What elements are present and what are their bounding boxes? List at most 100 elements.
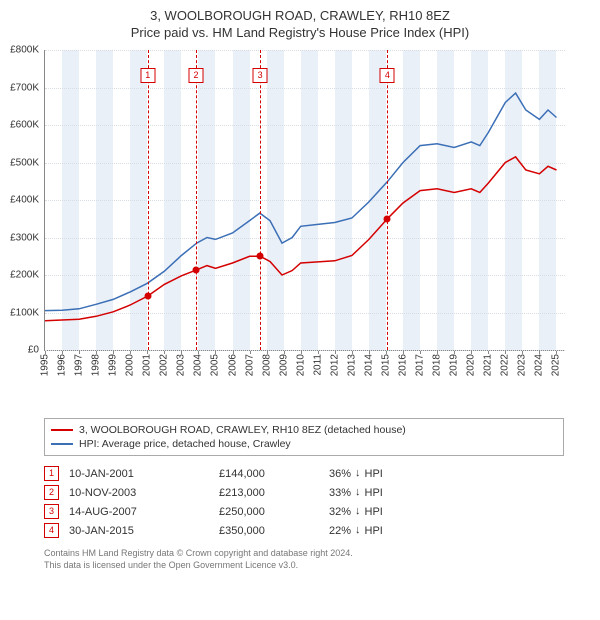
marker-badge: 2 (189, 68, 204, 83)
transactions-table: 1 10-JAN-2001 £144,000 36% ↓ HPI 2 10-NOV-2003 £… (44, 464, 564, 540)
x-axis-label: 2025 (551, 354, 562, 376)
x-axis-label: 2003 (176, 354, 187, 376)
x-axis-label: 2006 (227, 354, 238, 376)
y-axis-label: £700K (0, 82, 39, 93)
marker-line (196, 50, 197, 350)
y-axis-label: £300K (0, 232, 39, 243)
marker-badge: 1 (140, 68, 155, 83)
transaction-price: £144,000 (219, 468, 319, 480)
y-axis-label: £800K (0, 45, 39, 56)
marker-line (148, 50, 149, 350)
legend: 3, WOOLBOROUGH ROAD, CRAWLEY, RH10 8EZ (… (44, 418, 564, 456)
arrow-down-icon: ↓ (355, 525, 361, 536)
price-point (144, 293, 151, 300)
transaction-price: £250,000 (219, 506, 319, 518)
hpi-line (45, 93, 557, 311)
price-point (193, 267, 200, 274)
diff-percent: 22% (329, 525, 351, 537)
legend-item: HPI: Average price, detached house, Craw… (51, 437, 557, 451)
page-title: 3, WOOLBOROUGH ROAD, CRAWLEY, RH10 8EZ (8, 8, 592, 23)
x-axis-label: 2017 (415, 354, 426, 376)
transaction-row: 1 10-JAN-2001 £144,000 36% ↓ HPI (44, 464, 564, 483)
diff-vs: HPI (365, 487, 383, 499)
transaction-marker: 3 (44, 504, 59, 519)
transaction-diff: 33% ↓ HPI (329, 487, 383, 499)
legend-item: 3, WOOLBOROUGH ROAD, CRAWLEY, RH10 8EZ (… (51, 423, 557, 437)
x-axis-label: 1998 (91, 354, 102, 376)
transaction-date: 10-NOV-2003 (69, 487, 209, 499)
x-axis-label: 2009 (278, 354, 289, 376)
x-axis-label: 2000 (125, 354, 136, 376)
price-point (257, 253, 264, 260)
arrow-down-icon: ↓ (355, 468, 361, 479)
x-axis-label: 2022 (500, 354, 511, 376)
x-axis-label: 2014 (363, 354, 374, 376)
footer-line-2: This data is licensed under the Open Gov… (44, 560, 564, 572)
marker-line (387, 50, 388, 350)
x-axis-label: 2001 (142, 354, 153, 376)
x-axis-label: 2018 (432, 354, 443, 376)
y-axis-label: £500K (0, 157, 39, 168)
x-axis-label: 1997 (74, 354, 85, 376)
x-axis-label: 2021 (483, 354, 494, 376)
diff-percent: 32% (329, 506, 351, 518)
x-axis-label: 2011 (312, 354, 323, 376)
chart: £0£100K£200K£300K£400K£500K£600K£700K£80… (44, 50, 594, 380)
y-axis-label: £400K (0, 195, 39, 206)
diff-vs: HPI (365, 525, 383, 537)
x-axis-label: 2015 (380, 354, 391, 376)
transaction-row: 3 14-AUG-2007 £250,000 32% ↓ HPI (44, 502, 564, 521)
diff-percent: 33% (329, 487, 351, 499)
price-point (384, 215, 391, 222)
x-axis-label: 1999 (108, 354, 119, 376)
x-axis-label: 2020 (466, 354, 477, 376)
plot-area: £0£100K£200K£300K£400K£500K£600K£700K£80… (44, 50, 565, 351)
x-axis-label: 2023 (517, 354, 528, 376)
arrow-down-icon: ↓ (355, 487, 361, 498)
footer-line-1: Contains HM Land Registry data © Crown c… (44, 548, 564, 560)
x-axis-label: 2012 (329, 354, 340, 376)
transaction-marker: 4 (44, 523, 59, 538)
y-axis-label: £200K (0, 270, 39, 281)
x-axis-label: 2004 (193, 354, 204, 376)
diff-vs: HPI (365, 468, 383, 480)
chart-lines (45, 50, 565, 350)
y-axis-label: £600K (0, 120, 39, 131)
arrow-down-icon: ↓ (355, 506, 361, 517)
x-axis-label: 2024 (534, 354, 545, 376)
transaction-date: 14-AUG-2007 (69, 506, 209, 518)
x-axis-label: 1996 (57, 354, 68, 376)
transaction-date: 30-JAN-2015 (69, 525, 209, 537)
transaction-row: 210-NOV-2003£213,00033%↓HPI (44, 483, 564, 502)
marker-badge: 4 (380, 68, 395, 83)
y-axis-label: £0 (0, 345, 39, 356)
transaction-date: 10-JAN-2001 (69, 468, 209, 480)
x-axis-label: 2010 (295, 354, 306, 376)
transaction-price: £350,000 (219, 525, 319, 537)
marker-badge: 3 (253, 68, 268, 83)
legend-swatch (51, 443, 73, 445)
transaction-row: 4 30-JAN-2015 £350,000 22% ↓ HPI (44, 521, 564, 540)
marker-line (260, 50, 261, 350)
diff-vs: HPI (365, 506, 383, 518)
x-axis-label: 2013 (346, 354, 357, 376)
y-axis-label: £100K (0, 307, 39, 318)
page-subtitle: Price paid vs. HM Land Registry's House … (8, 25, 592, 40)
footer-text: Contains HM Land Registry data © Crown c… (44, 548, 564, 571)
x-axis-label: 2016 (398, 354, 409, 376)
diff-percent: 36% (329, 468, 351, 480)
transaction-marker: 2 (44, 485, 59, 500)
x-axis-label: 2005 (210, 354, 221, 376)
gridline (45, 350, 565, 351)
x-axis-label: 2007 (244, 354, 255, 376)
legend-label: 3, WOOLBOROUGH ROAD, CRAWLEY, RH10 8EZ (… (79, 423, 406, 437)
x-axis-label: 2002 (159, 354, 170, 376)
transaction-diff: 32% ↓ HPI (329, 506, 383, 518)
transaction-marker: 1 (44, 466, 59, 481)
x-axis-label: 1995 (40, 354, 51, 376)
transaction-diff: 22% ↓ HPI (329, 525, 383, 537)
legend-swatch (51, 429, 73, 431)
x-axis-label: 2008 (261, 354, 272, 376)
legend-label: HPI: Average price, detached house, Craw… (79, 437, 291, 451)
transaction-diff: 36% ↓ HPI (329, 468, 383, 480)
